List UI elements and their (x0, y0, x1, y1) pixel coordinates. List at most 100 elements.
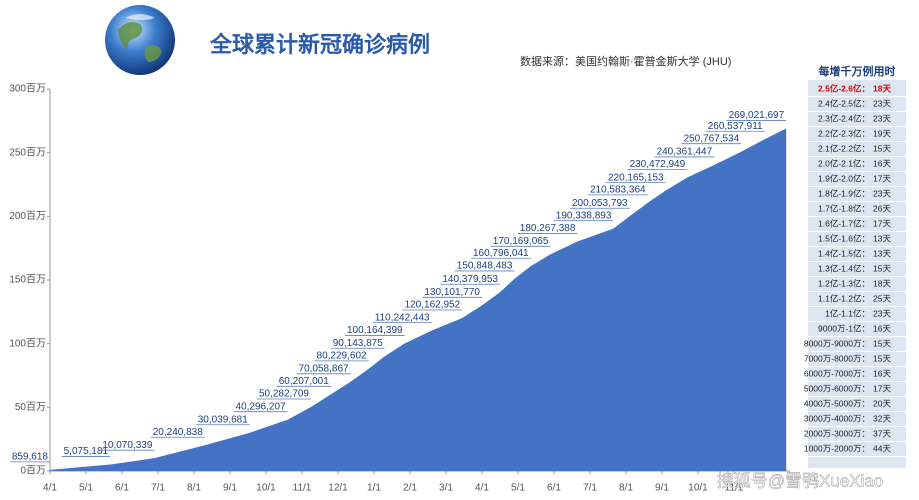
table-days: 15天 (873, 263, 891, 273)
x-tick-label: 8/1 (619, 483, 633, 494)
data-label: 859,618 (12, 452, 49, 463)
y-tick-label: 50百万 (15, 401, 46, 413)
chart-subtitle: 数据来源：美国约翰斯·霍普金斯大学 (JHU) (520, 54, 731, 68)
data-label: 269,021,697 (729, 110, 785, 121)
y-tick-label: 150百万 (9, 274, 46, 286)
x-tick-label: 2/1 (403, 483, 417, 494)
table-range: 2.1亿-2.2亿： (818, 143, 870, 153)
table-days: 23天 (873, 188, 891, 198)
table-days: 18天 (873, 83, 891, 93)
data-label: 160,796,041 (473, 248, 529, 259)
x-tick-label: 11/1 (293, 483, 312, 494)
table-title: 每增千万例用时 (819, 64, 896, 78)
data-label: 110,242,443 (375, 312, 430, 323)
table-range: 4000万-5000万： (804, 398, 870, 408)
table-range: 2000万-3000万： (804, 428, 870, 438)
data-label: 50,282,709 (259, 389, 309, 400)
data-label: 40,296,207 (236, 401, 286, 412)
data-label: 200,053,793 (572, 198, 628, 209)
table-days: 25天 (873, 293, 891, 303)
data-label: 20,240,838 (153, 427, 203, 438)
data-label: 250,767,534 (684, 133, 740, 144)
table-range: 2.5亿-2.6亿： (818, 83, 870, 93)
data-label: 170,169,065 (493, 236, 549, 247)
data-label: 180,267,388 (520, 223, 576, 234)
y-tick-label: 250百万 (9, 146, 46, 158)
x-tick-label: 5/1 (511, 483, 525, 494)
table-days: 23天 (873, 113, 891, 123)
table-days: 23天 (873, 308, 891, 318)
data-label: 10,070,339 (102, 440, 152, 451)
table-days: 13天 (873, 233, 891, 243)
x-tick-label: 10/1 (688, 483, 708, 494)
area (50, 128, 787, 471)
table-days: 16天 (873, 368, 891, 378)
x-tick-label: 4/1 (475, 483, 489, 494)
table-background (808, 80, 906, 468)
table-range: 8000万-9000万： (804, 338, 870, 348)
table-range: 1.7亿-1.8亿： (818, 203, 870, 213)
data-label: 260,537,911 (708, 121, 763, 132)
watermark: 搜狐号@雪鸮XueXiao (717, 471, 884, 490)
table-days: 44天 (873, 443, 891, 453)
x-tick-label: 9/1 (223, 483, 237, 494)
table-range: 1000万-2000万： (804, 443, 870, 453)
y-tick-label: 0百万 (20, 465, 46, 477)
chart-title: 全球累计新冠确诊病例 (209, 32, 430, 57)
table-range: 1.8亿-1.9亿： (818, 188, 870, 198)
data-label: 120,162,952 (405, 300, 461, 311)
x-tick-label: 5/1 (79, 483, 93, 494)
table-days: 37天 (873, 428, 891, 438)
table-range: 7000万-8000万： (804, 353, 870, 363)
table-range: 2.0亿-2.1亿： (818, 158, 870, 168)
x-tick-label: 9/1 (655, 483, 669, 494)
x-tick-label: 8/1 (187, 483, 201, 494)
table-days: 15天 (873, 338, 891, 348)
table-range: 2.4亿-2.5亿： (818, 98, 870, 108)
table-days: 17天 (873, 383, 891, 393)
table-days: 23天 (873, 98, 891, 108)
table-range: 1.1亿-1.2亿： (818, 293, 870, 303)
table-range: 1.9亿-2.0亿： (818, 173, 870, 183)
x-tick-label: 7/1 (151, 483, 165, 494)
x-tick-label: 10/1 (256, 483, 276, 494)
x-tick-label: 12/1 (328, 483, 348, 494)
table-days: 17天 (873, 173, 891, 183)
data-label: 210,583,364 (590, 184, 646, 195)
data-label: 5,075,181 (64, 446, 109, 457)
x-tick-label: 11/1 (725, 483, 744, 494)
y-tick-label: 200百万 (9, 210, 46, 222)
table-range: 1.2亿-1.3亿： (818, 278, 870, 288)
table-days: 19天 (873, 128, 891, 138)
y-tick-label: 300百万 (9, 83, 46, 95)
table-range: 6000万-7000万： (804, 368, 870, 378)
data-label: 30,039,681 (198, 414, 248, 425)
x-tick-label: 4/1 (43, 483, 57, 494)
table-days: 26天 (873, 203, 891, 213)
table-range: 1.4亿-1.5亿： (818, 248, 870, 258)
data-label: 90,143,875 (333, 338, 383, 349)
table-range: 1.5亿-1.6亿： (818, 233, 870, 243)
data-label: 140,379,953 (442, 274, 498, 285)
table-days: 16天 (873, 158, 891, 168)
table-days: 32天 (873, 413, 891, 423)
table-days: 18天 (873, 278, 891, 288)
table-days: 13天 (873, 248, 891, 258)
globe-icon (105, 5, 175, 75)
y-tick-label: 100百万 (9, 337, 46, 349)
table-range: 1.3亿-1.4亿： (818, 263, 870, 273)
data-label: 80,229,602 (317, 350, 367, 361)
x-tick-label: 6/1 (115, 483, 129, 494)
table-range: 3000万-4000万： (804, 413, 870, 423)
data-label: 220,165,153 (608, 172, 664, 183)
data-label: 190,338,893 (556, 210, 612, 221)
x-tick-label: 7/1 (583, 483, 597, 494)
table-days: 15天 (873, 353, 891, 363)
x-tick-label: 1/1 (367, 483, 381, 494)
x-tick-label: 3/1 (439, 483, 453, 494)
table-days: 15天 (873, 143, 891, 153)
table-days: 17天 (873, 218, 891, 228)
data-label: 70,058,867 (299, 363, 349, 374)
table-days: 16天 (873, 323, 891, 333)
